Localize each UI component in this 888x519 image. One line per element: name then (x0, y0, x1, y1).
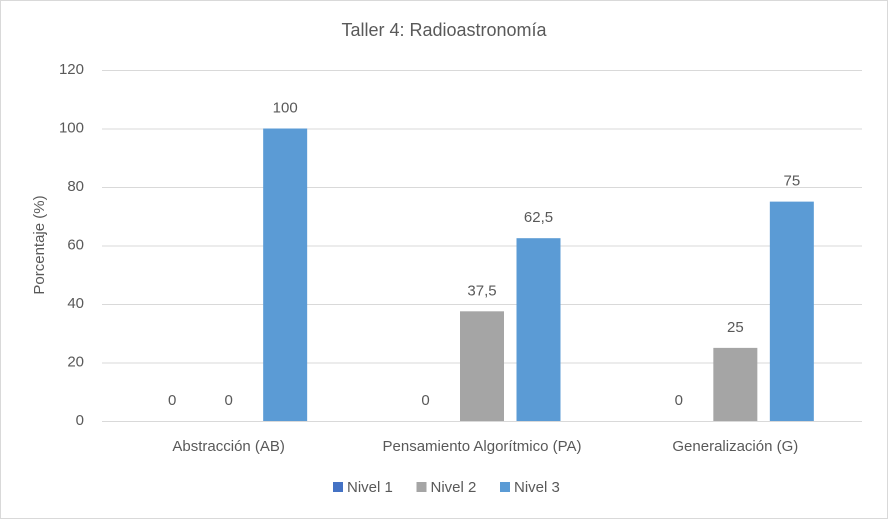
bar (769, 201, 814, 421)
bar (263, 128, 308, 421)
bar (460, 311, 504, 421)
data-label: 25 (727, 319, 744, 336)
data-label: 0 (675, 392, 683, 409)
chart-title: Taller 4: Radioastronomía (341, 20, 547, 40)
data-label: 37,5 (467, 282, 496, 299)
bar (713, 347, 758, 421)
y-tick-label: 40 (67, 295, 84, 312)
y-tick-label: 60 (67, 236, 84, 253)
y-axis-label: Porcentaje (%) (31, 195, 48, 294)
data-label: 100 (273, 99, 298, 116)
legend-swatch (416, 482, 427, 492)
bar (516, 238, 561, 421)
y-tick-label: 0 (76, 412, 84, 429)
legend-swatch (500, 482, 510, 492)
legend-label: Nivel 2 (431, 479, 477, 496)
legend-label: Nivel 3 (514, 479, 560, 496)
x-tick-label: Pensamiento Algorítmico (PA) (383, 438, 582, 455)
legend-swatch (333, 482, 343, 492)
y-tick-label: 20 (67, 353, 84, 370)
x-tick-label: Abstracción (AB) (172, 438, 285, 455)
y-tick-label: 80 (67, 178, 84, 195)
data-label: 0 (168, 392, 176, 409)
y-tick-label: 120 (59, 61, 84, 78)
data-label: 0 (421, 392, 429, 409)
data-label: 0 (224, 392, 232, 409)
data-label: 62,5 (524, 209, 553, 226)
y-tick-label: 100 (59, 119, 84, 136)
legend-label: Nivel 1 (347, 479, 393, 496)
data-label: 75 (783, 173, 800, 190)
x-tick-label: Generalización (G) (672, 438, 798, 455)
